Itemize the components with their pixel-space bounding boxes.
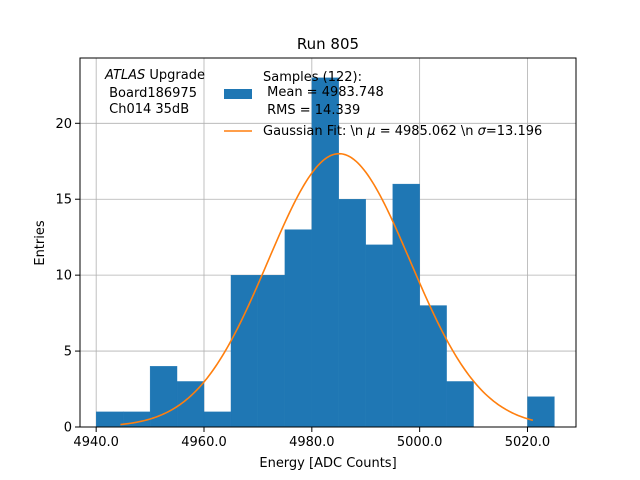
atlas-annotation: ATLAS Upgrade Board186975 Ch014 35dB	[104, 68, 205, 117]
y-tick-label: 10	[55, 269, 72, 284]
histogram-bar	[338, 199, 366, 428]
histogram-bar	[419, 305, 447, 428]
annotation-line-3: Ch014 35dB	[105, 102, 189, 117]
y-tick-label: 5	[64, 345, 72, 360]
histogram-bar	[284, 229, 312, 428]
histogram-bar	[230, 274, 259, 428]
chart-title: Run 805	[297, 35, 359, 53]
legend-swatch-samples	[224, 89, 252, 99]
histogram-bar	[96, 411, 124, 428]
legend-samples-title: Samples (122):	[263, 70, 362, 85]
y-tick-label: 20	[55, 117, 72, 132]
legend-fit-sigma: σ	[478, 124, 487, 139]
gaussian-fit-curve	[120, 152, 534, 426]
histogram-bar	[365, 244, 393, 428]
x-tick-label: 4980.0	[289, 435, 335, 450]
annotation-upgrade: Upgrade	[145, 68, 205, 83]
histogram-bar	[257, 274, 286, 428]
histogram-bar	[527, 396, 555, 428]
x-axis-ticks: 4940.0 4960.0 4980.0 5000.0 5020.0	[73, 427, 550, 450]
legend-fit-end: =13.196	[486, 124, 542, 139]
x-tick-label: 5000.0	[397, 435, 443, 450]
y-axis-label: Entries	[33, 220, 48, 266]
histogram-bar	[446, 381, 474, 428]
plot-frame	[79, 57, 577, 428]
y-tick-label: 15	[55, 193, 72, 208]
legend-samples-mean: Mean = 4983.748	[263, 85, 384, 100]
annotation-line-1: ATLAS Upgrade	[104, 68, 205, 83]
legend-fit-label: Gaussian Fit: \n μ = 4985.062 \n σ=13.19…	[263, 124, 542, 139]
x-tick-label: 4960.0	[181, 435, 227, 450]
histogram-bars	[96, 77, 555, 428]
legend-fit-prefix: Gaussian Fit: \n	[263, 124, 367, 139]
x-tick-label: 5020.0	[505, 435, 551, 450]
y-axis-ticks: 0 5 10 15 20	[55, 117, 80, 436]
histogram-bar	[392, 183, 420, 428]
annotation-line-2: Board186975	[105, 86, 197, 101]
annotation-atlas: ATLAS	[104, 68, 145, 83]
histogram-bar	[203, 411, 232, 428]
legend: Samples (122): Mean = 4983.748 RMS = 14.…	[224, 70, 542, 139]
x-axis-label: Energy [ADC Counts]	[259, 456, 396, 471]
legend-samples-rms: RMS = 14.339	[263, 103, 360, 118]
y-tick-label: 0	[64, 421, 72, 436]
legend-fit-mid: = 4985.062 \n	[376, 124, 478, 139]
legend-fit-mu: μ	[366, 124, 375, 139]
x-tick-label: 4940.0	[73, 435, 119, 450]
